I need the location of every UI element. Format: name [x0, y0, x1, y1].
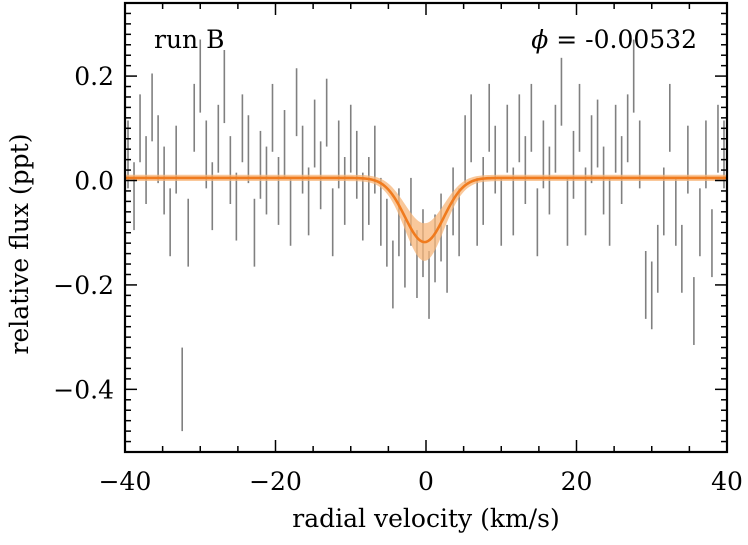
phase-value: = -0.00532 [548, 25, 697, 54]
x-tick-label: 40 [711, 467, 743, 496]
y-axis-label: relative flux (ppt) [5, 134, 34, 355]
phase-annotation: ϕ = -0.00532 [531, 25, 697, 54]
model-uncertainty-band [125, 174, 727, 261]
y-tick-label: 0.2 [74, 62, 114, 91]
plot-frame [123, 1, 729, 454]
x-axis-label: radial velocity (km/s) [292, 504, 559, 533]
y-tick-label: −0.2 [53, 271, 114, 300]
model-line [125, 176, 727, 244]
y-tick-label: −0.4 [53, 375, 114, 404]
x-tick-label: 0 [418, 467, 434, 496]
run-label: run B [154, 25, 224, 54]
y-tick-label: 0.0 [74, 167, 114, 196]
phase-symbol: ϕ [531, 25, 548, 54]
x-tick-label: 20 [561, 467, 593, 496]
data-series [127, 39, 725, 432]
tick-labels: −40 −20 0 20 40 −0.4 −0.2 0.0 0.2 [53, 62, 743, 496]
model-layer [125, 174, 727, 261]
x-tick-label: −20 [249, 467, 302, 496]
x-tick-label: −40 [99, 467, 152, 496]
